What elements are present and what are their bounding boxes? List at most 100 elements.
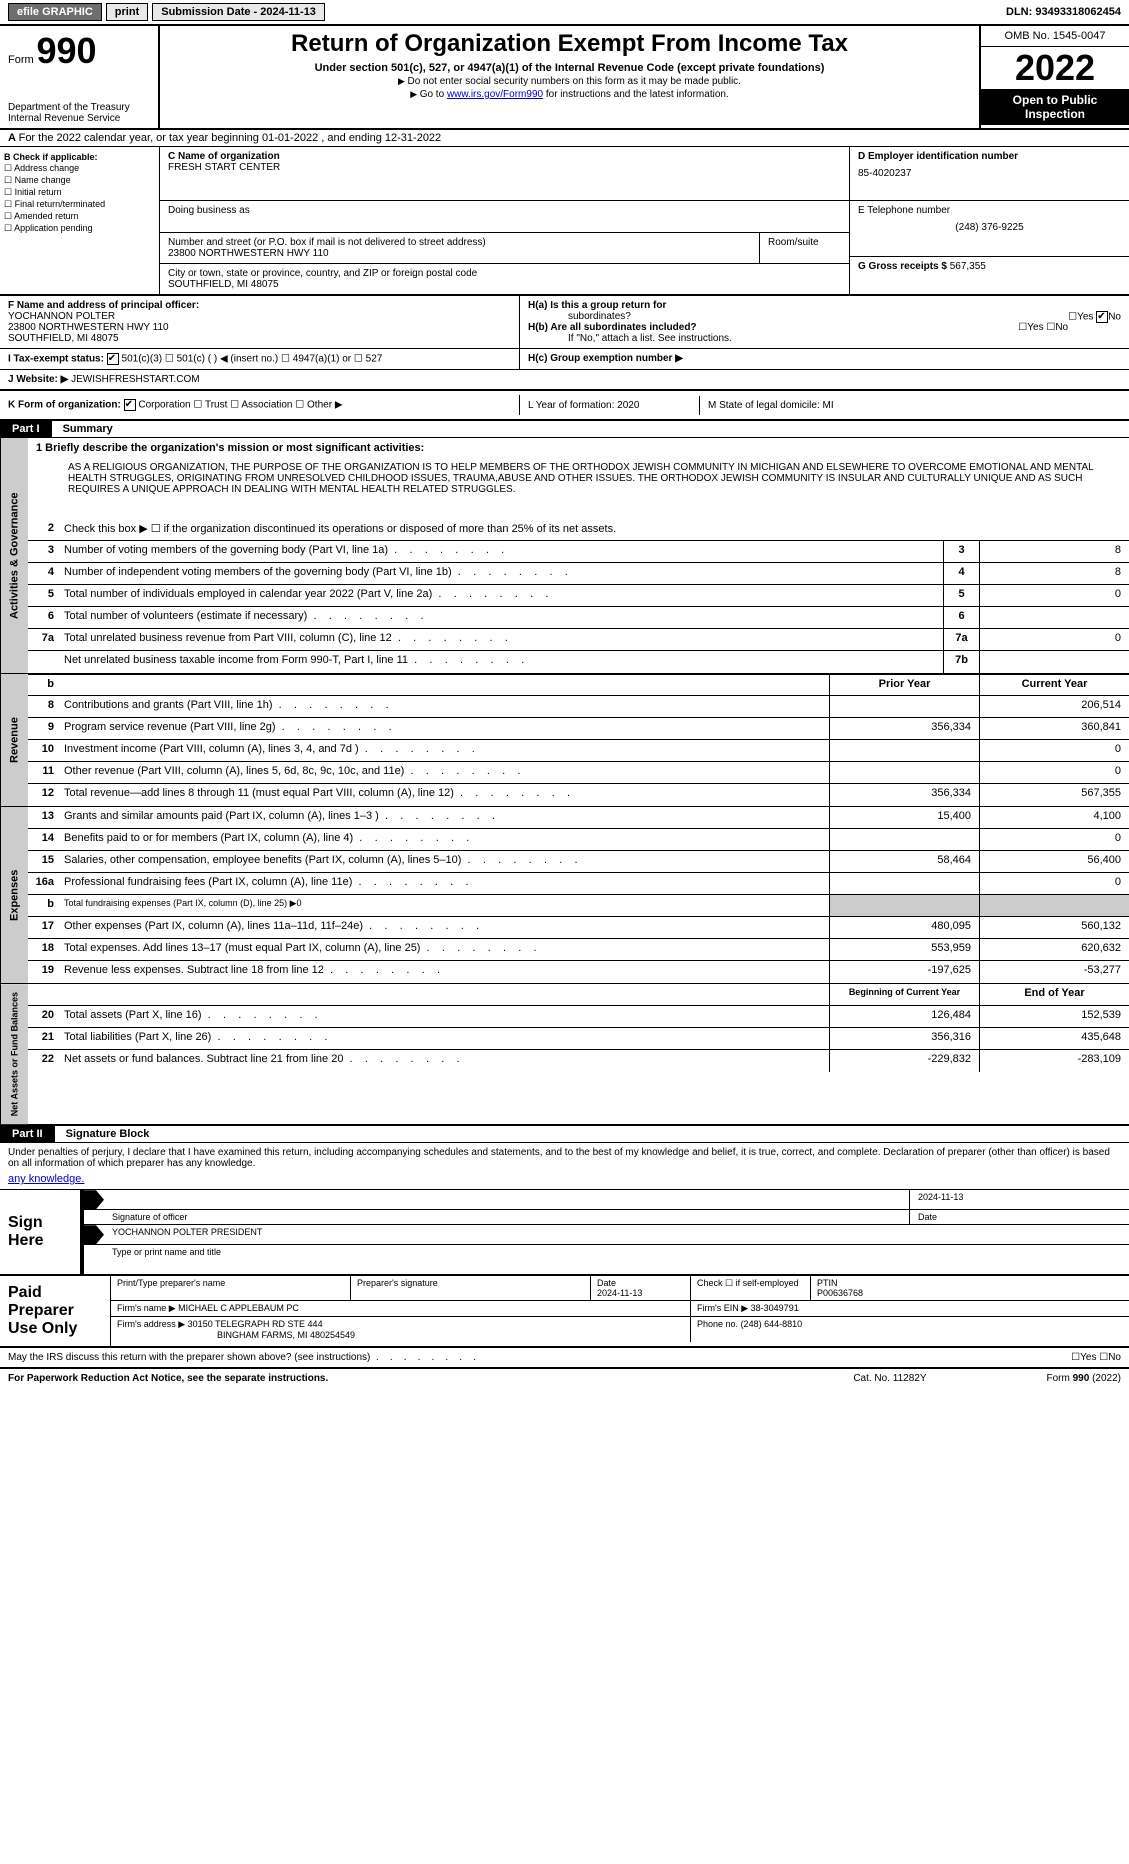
- chk-initial-return[interactable]: Initial return: [4, 187, 155, 198]
- open-public-badge: Open to Public Inspection: [981, 89, 1129, 125]
- efile-badge: efile GRAPHIC: [8, 3, 102, 21]
- ha-no-check: [1096, 311, 1108, 323]
- prep-sig-label: Preparer's signature: [351, 1276, 591, 1300]
- tax-year: 2022: [981, 47, 1129, 89]
- col-current-year: Current Year: [979, 675, 1129, 695]
- officer-name: YOCHANNON POLTER: [8, 311, 511, 322]
- ein-label: D Employer identification number: [858, 151, 1121, 162]
- part2-header: Part II: [0, 1126, 55, 1142]
- officer-typed-name: YOCHANNON POLTER PRESIDENT: [104, 1225, 1129, 1244]
- footer-notice: For Paperwork Reduction Act Notice, see …: [8, 1373, 328, 1384]
- section-expenses-label: Expenses: [0, 807, 28, 983]
- part1-header: Part I: [0, 421, 52, 437]
- declaration-text: Under penalties of perjury, I declare th…: [0, 1143, 1129, 1173]
- data-line: 21Total liabilities (Part X, line 26)356…: [28, 1028, 1129, 1050]
- form-label: Form: [8, 54, 34, 66]
- data-line: 8Contributions and grants (Part VIII, li…: [28, 696, 1129, 718]
- form-id-box: Form 990 Department of the Treasury Inte…: [0, 26, 160, 128]
- submission-date: Submission Date - 2024-11-13: [152, 3, 325, 21]
- prep-self-employed: Check ☐ if self-employed: [691, 1276, 811, 1300]
- h-note: If "No," attach a list. See instructions…: [568, 333, 1121, 344]
- room-label: Room/suite: [768, 237, 841, 248]
- gov-line: 7aTotal unrelated business revenue from …: [28, 629, 1129, 651]
- goto-post: for instructions and the latest informat…: [543, 89, 729, 100]
- footer-catno: Cat. No. 11282Y: [853, 1373, 926, 1384]
- data-line: 18Total expenses. Add lines 13–17 (must …: [28, 939, 1129, 961]
- data-line: 10Investment income (Part VIII, column (…: [28, 740, 1129, 762]
- phone-label: E Telephone number: [858, 205, 1121, 216]
- sig-arrow-icon: [84, 1190, 104, 1209]
- chk-amended-return[interactable]: Amended return: [4, 211, 155, 222]
- h-c-label: H(c) Group exemption number ▶: [528, 353, 683, 364]
- goto-note: Go to www.irs.gov/Form990 for instructio…: [164, 89, 975, 100]
- gross-value: 567,355: [950, 261, 986, 272]
- type-name-label: Type or print name and title: [104, 1245, 1129, 1259]
- firm-ein-label: Firm's EIN ▶: [697, 1303, 748, 1313]
- omb-number: OMB No. 1545-0047: [981, 26, 1129, 47]
- h-b-row: H(b) Are all subordinates included? ☐Yes…: [528, 322, 1121, 333]
- data-line: bTotal fundraising expenses (Part IX, co…: [28, 895, 1129, 917]
- gov-line: 6Total number of volunteers (estimate if…: [28, 607, 1129, 629]
- data-line: 11Other revenue (Part VIII, column (A), …: [28, 762, 1129, 784]
- data-line: 12Total revenue—add lines 8 through 11 (…: [28, 784, 1129, 806]
- data-line: 9Program service revenue (Part VIII, lin…: [28, 718, 1129, 740]
- part1-title: Summary: [55, 421, 121, 437]
- chk-final-return[interactable]: Final return/terminated: [4, 199, 155, 210]
- h-a-row: H(a) Is this a group return for subordin…: [528, 300, 1121, 322]
- ptin-value: P00636768: [817, 1288, 863, 1298]
- officer-addr1: 23800 NORTHWESTERN HWY 110: [8, 322, 511, 333]
- gov-line: 5Total number of individuals employed in…: [28, 585, 1129, 607]
- col-bcy: Beginning of Current Year: [829, 984, 979, 1005]
- section-net-label: Net Assets or Fund Balances: [0, 984, 28, 1124]
- city-label: City or town, state or province, country…: [168, 268, 841, 279]
- data-line: 13Grants and similar amounts paid (Part …: [28, 807, 1129, 829]
- data-line: 17Other expenses (Part IX, column (A), l…: [28, 917, 1129, 939]
- chk-app-pending[interactable]: Application pending: [4, 223, 155, 234]
- subtitle: Under section 501(c), 527, or 4947(a)(1)…: [164, 62, 975, 74]
- city-value: SOUTHFIELD, MI 48075: [168, 279, 841, 290]
- print-button[interactable]: print: [106, 3, 148, 21]
- chk-501c3: [107, 353, 119, 365]
- discuss-row: May the IRS discuss this return with the…: [0, 1348, 1129, 1369]
- section-revenue-label: Revenue: [0, 674, 28, 806]
- website-value: JEWISHFRESHSTART.COM: [71, 374, 200, 385]
- section-governance-label: Activities & Governance: [0, 438, 28, 673]
- mission-text: AS A RELIGIOUS ORGANIZATION, THE PURPOSE…: [28, 458, 1129, 519]
- irs-link[interactable]: www.irs.gov/Form990: [447, 89, 543, 100]
- data-line: 15Salaries, other compensation, employee…: [28, 851, 1129, 873]
- firm-name-value: MICHAEL C APPLEBAUM PC: [178, 1303, 299, 1313]
- year-formation: L Year of formation: 2020: [520, 396, 700, 415]
- chk-address-change[interactable]: Address change: [4, 163, 155, 174]
- gov-line: 4Number of independent voting members of…: [28, 563, 1129, 585]
- chk-corp: [124, 399, 136, 411]
- any-knowledge-link[interactable]: any knowledge.: [0, 1173, 1129, 1189]
- sig-officer-label: Signature of officer: [104, 1210, 909, 1224]
- officer-label: F Name and address of principal officer:: [8, 300, 511, 311]
- paid-preparer-label: Paid Preparer Use Only: [0, 1276, 110, 1346]
- data-line: 19Revenue less expenses. Subtract line 1…: [28, 961, 1129, 983]
- ssn-note: Do not enter social security numbers on …: [164, 76, 975, 87]
- website-label: J Website: ▶: [8, 374, 68, 385]
- goto-pre: Go to: [420, 89, 447, 100]
- firm-phone-label: Phone no.: [697, 1319, 738, 1329]
- sig-arrow-icon-2: [84, 1225, 104, 1244]
- ptin-label: PTIN: [817, 1278, 838, 1288]
- firm-ein-value: 38-3049791: [751, 1303, 799, 1313]
- data-line: 22Net assets or fund balances. Subtract …: [28, 1050, 1129, 1072]
- mission-label: 1 Briefly describe the organization's mi…: [28, 438, 1129, 458]
- col-eoy: End of Year: [979, 984, 1129, 1005]
- irs-label: Internal Revenue Service: [8, 113, 150, 124]
- org-name-label: C Name of organization: [168, 151, 841, 162]
- data-line: 14Benefits paid to or for members (Part …: [28, 829, 1129, 851]
- line-b: b: [28, 675, 60, 695]
- data-line: 16aProfessional fundraising fees (Part I…: [28, 873, 1129, 895]
- footer-form: Form 990 (2022): [1047, 1373, 1121, 1384]
- part2-title: Signature Block: [58, 1126, 158, 1142]
- dba-label: Doing business as: [168, 205, 841, 216]
- prep-name-label: Print/Type preparer's name: [111, 1276, 351, 1300]
- firm-name-label: Firm's name ▶: [117, 1303, 176, 1313]
- ein-value: 85-4020237: [858, 168, 1121, 179]
- chk-name-change[interactable]: Name change: [4, 175, 155, 186]
- sig-date-value: 2024-11-13: [909, 1190, 1129, 1209]
- gov-line: 2Check this box ▶ ☐ if the organization …: [28, 519, 1129, 541]
